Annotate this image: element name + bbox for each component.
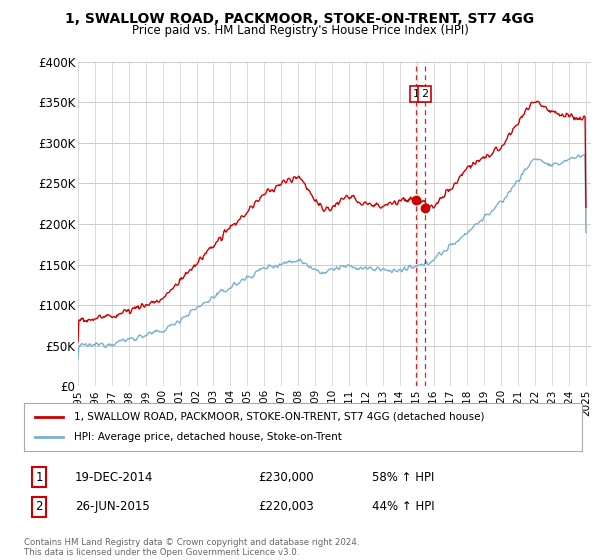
Text: 1, SWALLOW ROAD, PACKMOOR, STOKE-ON-TRENT, ST7 4GG: 1, SWALLOW ROAD, PACKMOOR, STOKE-ON-TREN… bbox=[65, 12, 535, 26]
Text: 2: 2 bbox=[421, 89, 428, 99]
Text: 1: 1 bbox=[412, 89, 419, 99]
Text: 58% ↑ HPI: 58% ↑ HPI bbox=[372, 470, 434, 484]
Text: £230,000: £230,000 bbox=[258, 470, 314, 484]
Text: 26-JUN-2015: 26-JUN-2015 bbox=[75, 500, 150, 514]
Text: 19-DEC-2014: 19-DEC-2014 bbox=[75, 470, 154, 484]
Text: Contains HM Land Registry data © Crown copyright and database right 2024.
This d: Contains HM Land Registry data © Crown c… bbox=[24, 538, 359, 557]
Text: £220,003: £220,003 bbox=[258, 500, 314, 514]
Text: 2: 2 bbox=[35, 500, 43, 514]
Text: Price paid vs. HM Land Registry's House Price Index (HPI): Price paid vs. HM Land Registry's House … bbox=[131, 24, 469, 37]
Text: 44% ↑ HPI: 44% ↑ HPI bbox=[372, 500, 434, 514]
Text: 1: 1 bbox=[35, 470, 43, 484]
Text: HPI: Average price, detached house, Stoke-on-Trent: HPI: Average price, detached house, Stok… bbox=[74, 432, 342, 442]
Text: 1, SWALLOW ROAD, PACKMOOR, STOKE-ON-TRENT, ST7 4GG (detached house): 1, SWALLOW ROAD, PACKMOOR, STOKE-ON-TREN… bbox=[74, 412, 485, 422]
